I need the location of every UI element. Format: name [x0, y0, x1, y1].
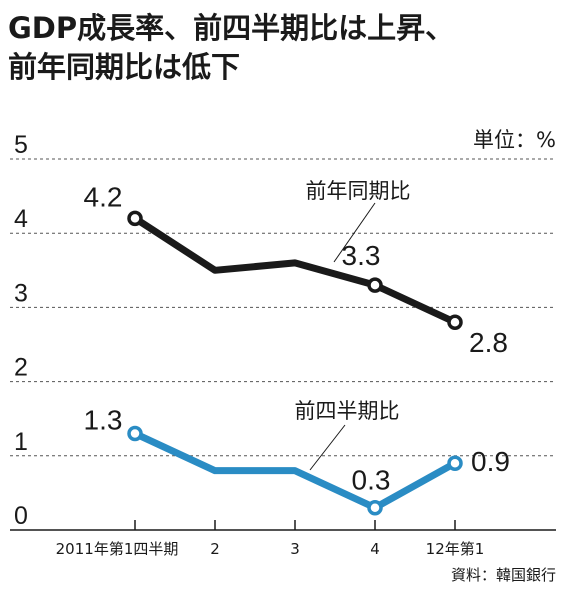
x-tick-label-2: 3: [290, 540, 300, 558]
x-tick-label-4: 12年第1: [426, 540, 485, 558]
y-tick-label-4: 4: [14, 205, 28, 233]
x-tick-label-0: 2011年第1四半期: [56, 540, 179, 558]
unit-label: 単位：%: [473, 128, 556, 152]
data-label-s1-0: 1.3: [84, 405, 123, 436]
marker-s0-0: [127, 210, 143, 227]
y-tick-label-3: 3: [14, 279, 28, 307]
marker-s1-0: [127, 425, 143, 442]
chart-title-line-1: GDP成長率、前四半期比は上昇、: [8, 11, 454, 45]
series-label-yoy: 前年同期比: [306, 179, 411, 203]
leader-line-yoy: [333, 202, 376, 263]
x-tick-label-1: 2: [210, 540, 220, 558]
marker-s0-3: [367, 277, 383, 293]
source-label: 資料：韓国銀行: [451, 566, 556, 584]
marker-s1-3: [367, 499, 383, 516]
data-label-s0-4: 2.8: [469, 327, 508, 358]
y-tick-label-1: 1: [14, 428, 28, 456]
series-label-qoq: 前四半期比: [295, 399, 400, 423]
data-label-s1-4: 0.9: [471, 446, 510, 477]
y-tick-label-2: 2: [14, 354, 28, 382]
y-tick-label-5: 5: [14, 131, 28, 159]
data-label-s1-3: 0.3: [352, 465, 391, 496]
plot-area: 0 1 2 3 4 5 2011年第1四半期 2 3 4 12年第1 4.2 3.3 2.8 1.3 0.3 0…: [10, 131, 556, 558]
series-line-0: [131, 214, 459, 326]
data-label-s0-0: 4.2: [84, 181, 123, 212]
marker-s0-4: [447, 314, 463, 330]
series-line-1: [131, 430, 459, 512]
marker-s1-4: [447, 455, 463, 471]
leader-line-qoq: [309, 424, 346, 471]
x-tick-label-3: 4: [370, 540, 380, 558]
chart-title-line-2: 前年同期比は低下: [8, 50, 240, 84]
data-label-s0-3: 3.3: [342, 240, 381, 271]
y-tick-label-0: 0: [14, 502, 28, 530]
